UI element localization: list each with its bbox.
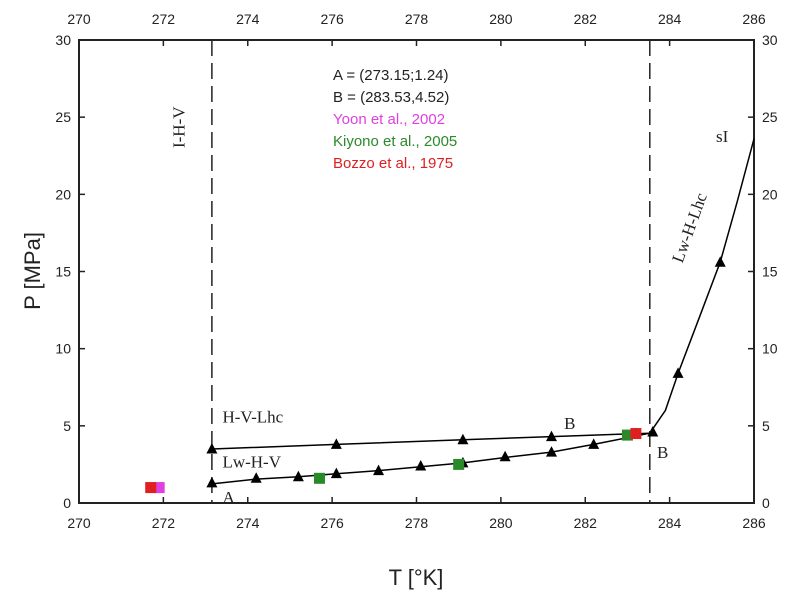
x-tick-label-bottom: 272 xyxy=(152,515,176,531)
x-tick-label-top: 284 xyxy=(658,11,682,27)
chart-annotation: I-H-V xyxy=(169,106,188,148)
x-tick-label-top: 276 xyxy=(320,11,344,27)
y-tick-label-right: 20 xyxy=(762,186,778,202)
axis-ticks: 270 270 272 272 274 274 276 276 278 278 280 280 282 2… xyxy=(55,11,777,531)
y-axis-title: P [MPa] xyxy=(20,232,45,310)
y-tick-label-right: 15 xyxy=(762,264,778,280)
chart-annotation: H-V-Lhc xyxy=(222,408,283,427)
y-tick-label-right: 25 xyxy=(762,109,778,125)
y-tick-label-left: 5 xyxy=(63,418,71,434)
x-tick-label-bottom: 276 xyxy=(320,515,344,531)
x-tick-label-bottom: 274 xyxy=(236,515,260,531)
square-data-point xyxy=(153,482,165,494)
equilibrium-curve xyxy=(649,138,755,434)
legend: A = (273.15;1.24) B = (283.53,4.52) Yoon e… xyxy=(333,67,457,172)
triangle-data-point xyxy=(546,446,557,457)
x-tick-label-top: 272 xyxy=(152,11,176,27)
triangle-data-point xyxy=(292,470,304,482)
triangle-data-point xyxy=(250,472,262,483)
square-data-point xyxy=(145,482,157,494)
y-tick-label-left: 15 xyxy=(55,264,71,280)
x-tick-label-top: 282 xyxy=(574,11,598,27)
y-tick-label-left: 20 xyxy=(55,186,71,202)
y-tick-label-right: 5 xyxy=(762,418,770,434)
triangle-data-point xyxy=(672,367,684,378)
x-axis-title: T [°K] xyxy=(389,565,444,590)
x-tick-label-top: 270 xyxy=(67,11,91,27)
x-tick-label-bottom: 280 xyxy=(489,515,513,531)
triangle-data-point xyxy=(206,442,218,454)
triangle-data-point xyxy=(330,438,342,449)
triangle-data-point xyxy=(457,433,469,445)
x-tick-label-bottom: 282 xyxy=(574,515,598,531)
y-tick-label-right: 10 xyxy=(762,341,778,357)
y-tick-label-left: 10 xyxy=(55,341,71,357)
x-tick-label-bottom: 270 xyxy=(67,515,91,531)
data-markers xyxy=(145,256,726,494)
triangle-data-point xyxy=(499,450,511,462)
triangle-data-point xyxy=(546,430,557,442)
y-tick-label-left: 25 xyxy=(55,109,71,125)
triangle-data-point xyxy=(330,467,342,479)
y-tick-label-left: 30 xyxy=(55,32,71,48)
chart-annotation: sI xyxy=(716,127,729,146)
legend-entry: A = (273.15;1.24) xyxy=(333,67,449,84)
x-tick-label-top: 280 xyxy=(489,11,513,27)
triangle-data-point xyxy=(647,426,659,437)
triangle-data-point xyxy=(714,256,726,267)
square-data-point xyxy=(630,428,642,440)
square-data-point xyxy=(313,472,325,484)
chart-annotation: Lw-H-V xyxy=(222,453,281,472)
chart-annotation: Lw-H-Lhc xyxy=(668,190,711,265)
x-tick-label-bottom: 278 xyxy=(405,515,429,531)
x-tick-label-top: 286 xyxy=(742,11,766,27)
chart-annotation: B xyxy=(564,414,575,433)
x-tick-label-bottom: 286 xyxy=(742,515,766,531)
y-tick-label-right: 0 xyxy=(762,495,770,511)
x-tick-label-top: 278 xyxy=(405,11,429,27)
chart-annotation: A xyxy=(222,488,235,507)
triangle-data-point xyxy=(206,476,218,488)
triangle-data-point xyxy=(373,464,385,476)
triangle-data-point xyxy=(588,438,600,449)
y-tick-label-right: 30 xyxy=(762,32,778,48)
y-tick-label-left: 0 xyxy=(63,495,71,511)
legend-entry: Bozzo et al., 1975 xyxy=(333,155,453,172)
x-tick-label-top: 274 xyxy=(236,11,260,27)
triangle-data-point xyxy=(415,459,427,471)
square-data-point xyxy=(453,458,465,470)
legend-entry: Kiyono et al., 2005 xyxy=(333,133,457,150)
legend-entry: B = (283.53,4.52) xyxy=(333,89,449,106)
square-data-point xyxy=(621,429,633,441)
x-tick-label-bottom: 284 xyxy=(658,515,682,531)
legend-entry: Yoon et al., 2002 xyxy=(333,111,445,128)
series-lines xyxy=(211,40,755,503)
chart-annotation: B xyxy=(657,443,668,462)
